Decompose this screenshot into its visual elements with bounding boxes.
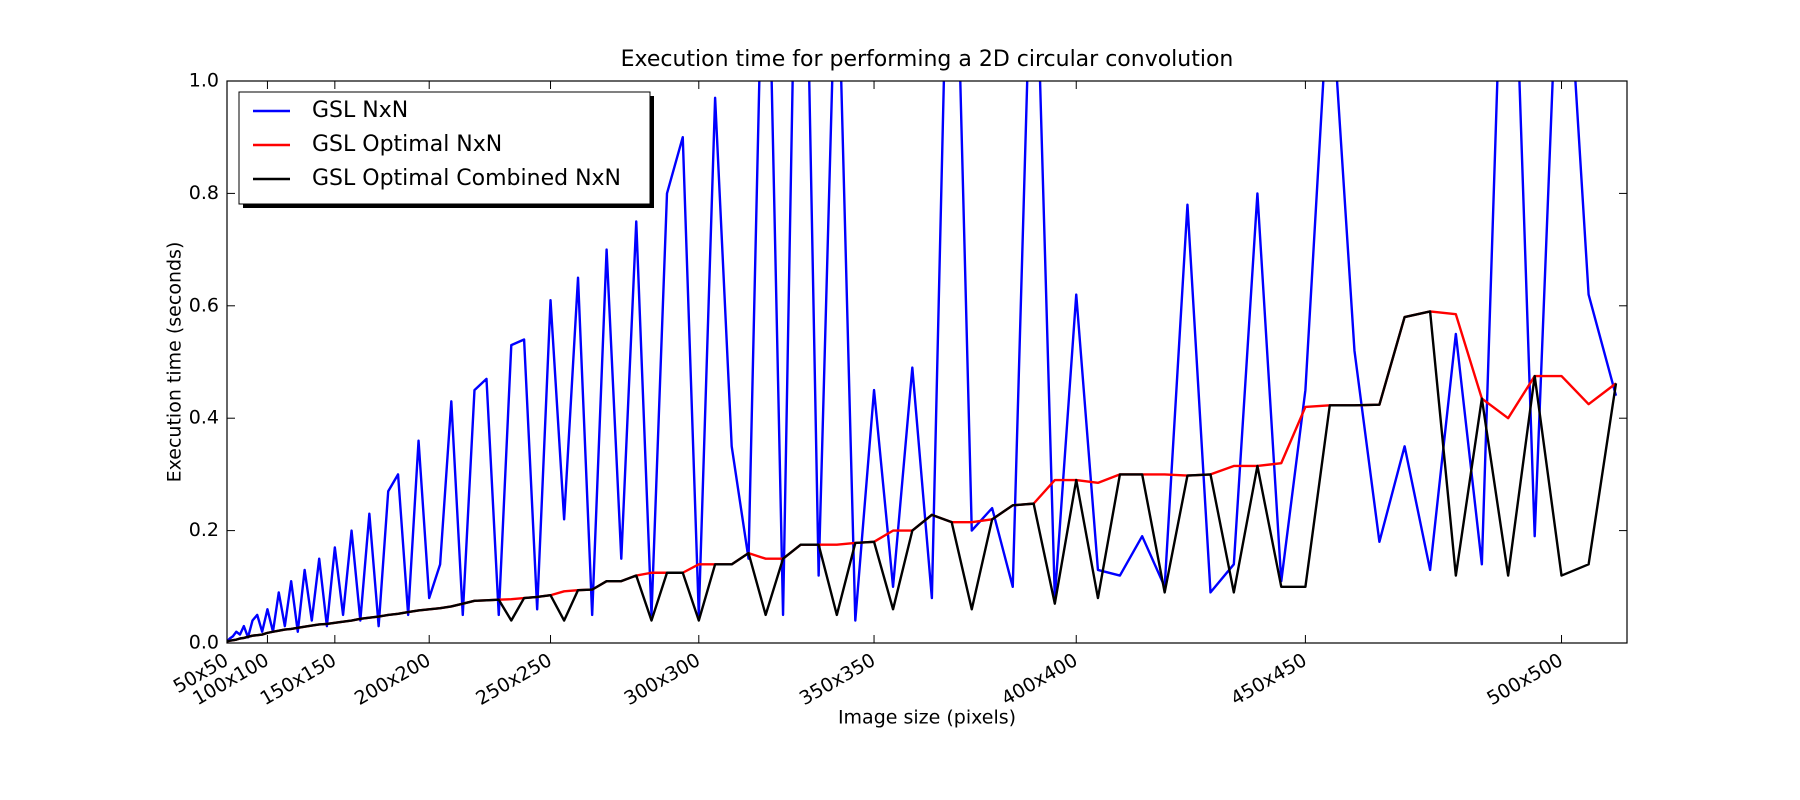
plot-frame xyxy=(226,80,1628,644)
series-line xyxy=(227,310,1618,643)
x-axis-label: Image size (pixels) xyxy=(838,707,1016,729)
legend-label: GSL NxN xyxy=(312,98,408,123)
legend-label: GSL Optimal Combined NxN xyxy=(312,166,621,191)
chart-title: Execution time for performing a 2D circu… xyxy=(621,47,1234,72)
legend-box xyxy=(238,91,651,205)
y-tick-label: 0.6 xyxy=(189,294,219,316)
plot-lines xyxy=(227,81,1618,643)
y-tick-label: 0.4 xyxy=(189,407,219,429)
legend-label: GSL Optimal NxN xyxy=(312,132,502,157)
y-tick-label: 1.0 xyxy=(189,70,219,92)
y-axis-label: Execution time (seconds) xyxy=(164,242,186,483)
y-tick-label: 0.0 xyxy=(189,632,219,654)
y-tick-label: 0.8 xyxy=(189,182,219,204)
y-tick-label: 0.2 xyxy=(189,519,219,541)
series-line xyxy=(227,81,1618,643)
legend: GSL NxN GSL Optimal NxN GSL Optimal Combin… xyxy=(238,91,654,208)
